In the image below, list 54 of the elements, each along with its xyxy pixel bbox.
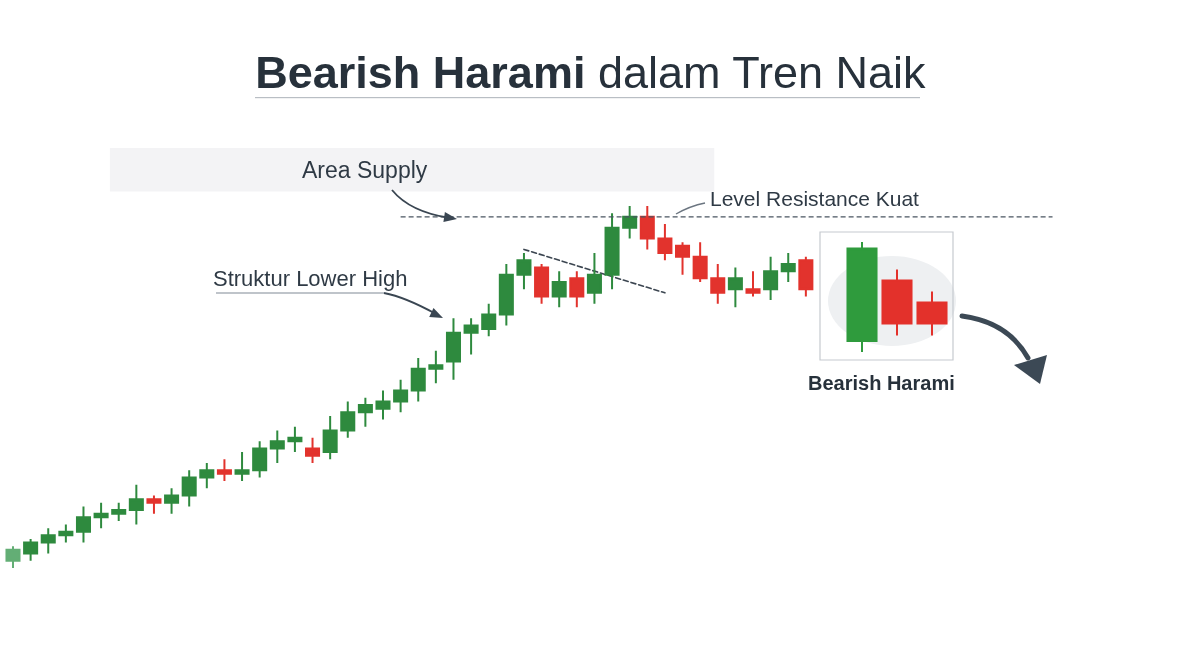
candlestick bbox=[551, 270, 567, 309]
candlestick bbox=[181, 469, 197, 508]
candlestick bbox=[622, 204, 638, 240]
candlestick bbox=[322, 414, 338, 461]
candlestick bbox=[287, 425, 303, 454]
candlestick bbox=[410, 357, 426, 403]
candlestick bbox=[639, 204, 655, 251]
candlestick bbox=[5, 545, 21, 569]
candlestick bbox=[445, 317, 461, 381]
candlestick bbox=[727, 266, 743, 309]
candlestick bbox=[798, 255, 814, 298]
candlestick bbox=[146, 494, 162, 515]
candlestick bbox=[393, 378, 409, 414]
candlestick bbox=[710, 262, 726, 305]
candlestick bbox=[269, 429, 285, 464]
candlestick bbox=[252, 440, 268, 479]
candlestick bbox=[498, 262, 514, 327]
candlestick bbox=[234, 451, 250, 483]
candlestick bbox=[881, 268, 913, 337]
candlestick bbox=[58, 523, 74, 544]
candlestick bbox=[846, 241, 878, 353]
candlestick bbox=[93, 501, 109, 530]
candlestick bbox=[916, 290, 948, 337]
candlestick bbox=[375, 389, 391, 421]
candlestick bbox=[692, 241, 708, 283]
candlestick bbox=[164, 487, 180, 515]
candlestick bbox=[569, 270, 585, 309]
candlestick bbox=[340, 400, 356, 439]
candlestick bbox=[534, 262, 550, 305]
candlestick bbox=[40, 527, 56, 555]
candlestick bbox=[75, 505, 91, 544]
candlestick bbox=[657, 223, 673, 262]
candlestick bbox=[305, 436, 321, 464]
candlestick bbox=[199, 461, 215, 490]
candlestick bbox=[481, 302, 497, 338]
candlestick bbox=[357, 396, 373, 428]
candlestick bbox=[23, 537, 39, 562]
candlestick bbox=[675, 241, 691, 276]
chart-title: Bearish Harami dalam Tren Naik bbox=[255, 46, 927, 98]
candlestick bbox=[516, 252, 532, 291]
candlestick bbox=[745, 270, 761, 298]
annotation: Struktur Lower High bbox=[213, 266, 408, 291]
candlestick bbox=[763, 255, 779, 302]
x-axis-title: Bearish Harami bbox=[808, 372, 955, 394]
candlestick bbox=[780, 252, 796, 283]
candlestick bbox=[428, 349, 444, 385]
ref-line-label: Level Resistance Kuat bbox=[710, 187, 920, 210]
candlestick bbox=[216, 458, 232, 483]
candlestick bbox=[586, 252, 602, 305]
candlestick bbox=[111, 501, 127, 522]
candlestick bbox=[604, 212, 620, 291]
band-label: Area Supply bbox=[302, 157, 428, 183]
candlestick bbox=[463, 317, 479, 356]
candlestick bbox=[128, 483, 144, 526]
